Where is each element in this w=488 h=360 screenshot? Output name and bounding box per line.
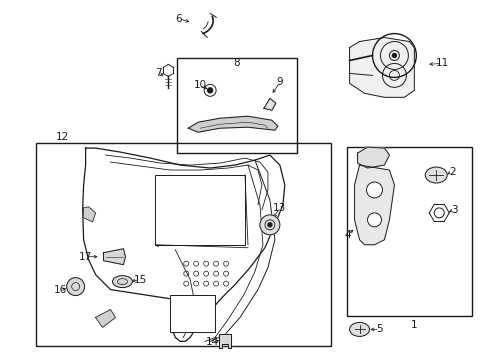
Text: 16: 16: [54, 284, 67, 294]
Bar: [346, 147, 471, 316]
Circle shape: [367, 213, 381, 227]
Text: 10: 10: [193, 80, 206, 90]
Text: 8: 8: [233, 58, 240, 68]
Bar: [155, 175, 244, 245]
Polygon shape: [357, 147, 388, 168]
Polygon shape: [82, 148, 285, 341]
Polygon shape: [349, 37, 413, 97]
Text: 7: 7: [155, 68, 162, 78]
Ellipse shape: [349, 323, 369, 336]
Circle shape: [207, 88, 212, 93]
Circle shape: [267, 223, 271, 227]
Circle shape: [392, 54, 396, 58]
Text: 13: 13: [273, 203, 286, 213]
Circle shape: [366, 182, 382, 198]
Text: 14: 14: [205, 337, 218, 347]
Polygon shape: [103, 249, 125, 265]
Polygon shape: [354, 165, 394, 245]
Ellipse shape: [425, 167, 447, 183]
Ellipse shape: [112, 276, 132, 288]
Circle shape: [66, 278, 84, 296]
Text: 1: 1: [410, 320, 417, 330]
Text: 4: 4: [344, 230, 350, 240]
Text: 17: 17: [79, 252, 92, 262]
Text: 9: 9: [276, 77, 283, 87]
Text: 15: 15: [134, 275, 147, 285]
Polygon shape: [188, 116, 277, 132]
Polygon shape: [83, 207, 95, 222]
Text: 12: 12: [56, 132, 69, 142]
Bar: [36, 143, 330, 346]
Polygon shape: [264, 98, 275, 110]
Circle shape: [260, 215, 279, 235]
Text: 11: 11: [435, 58, 448, 68]
Polygon shape: [95, 310, 115, 328]
Bar: [170, 294, 215, 332]
Text: 5: 5: [375, 324, 382, 334]
Text: 2: 2: [448, 167, 455, 177]
Text: 6: 6: [175, 14, 181, 24]
Text: 3: 3: [450, 205, 457, 215]
Bar: [177, 58, 296, 153]
Polygon shape: [219, 334, 230, 348]
